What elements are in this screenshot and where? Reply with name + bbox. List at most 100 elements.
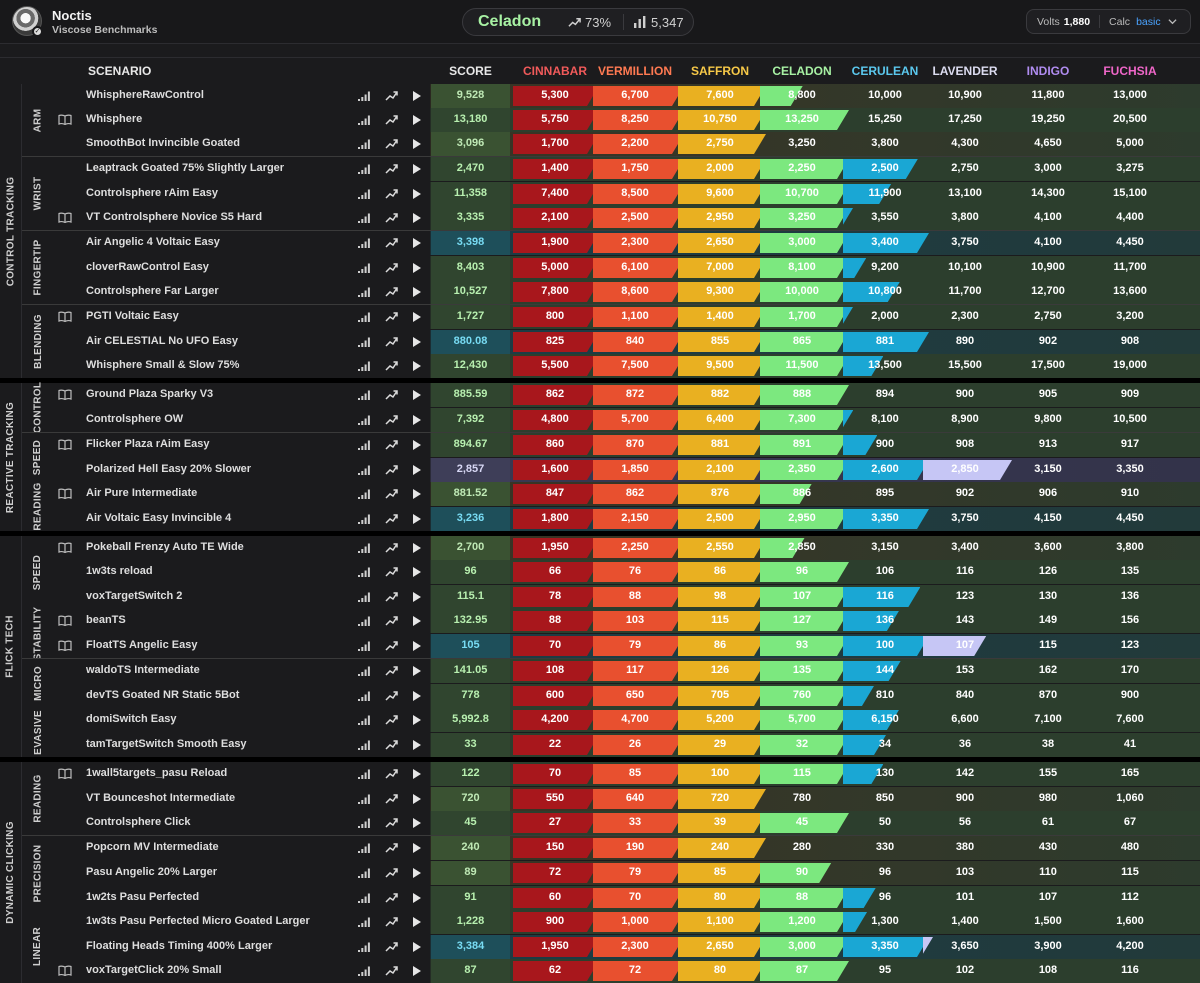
stats-bars-icon[interactable]: [358, 312, 370, 322]
play-icon[interactable]: [412, 817, 422, 829]
stats-bars-icon[interactable]: [358, 715, 370, 725]
stats-bars-icon[interactable]: [358, 691, 370, 701]
stats-bars-icon[interactable]: [358, 263, 370, 273]
history-trend-icon[interactable]: [385, 360, 398, 372]
scenario-name[interactable]: Controlsphere Click: [86, 816, 191, 828]
history-trend-icon[interactable]: [385, 892, 398, 904]
stats-bars-icon[interactable]: [358, 415, 370, 425]
stats-bars-icon[interactable]: [358, 91, 370, 101]
play-icon[interactable]: [412, 867, 422, 879]
play-icon[interactable]: [412, 212, 422, 224]
scenario-name[interactable]: Air CELESTIAL No UFO Easy: [86, 335, 238, 347]
stats-bars-icon[interactable]: [358, 868, 370, 878]
history-trend-icon[interactable]: [385, 513, 398, 525]
scenario-name[interactable]: Leaptrack Goated 75% Slightly Larger: [86, 162, 285, 174]
stats-bars-icon[interactable]: [358, 514, 370, 524]
scenario-name[interactable]: voxTargetClick 20% Small: [86, 964, 222, 976]
history-trend-icon[interactable]: [385, 965, 398, 977]
history-trend-icon[interactable]: [385, 793, 398, 805]
play-icon[interactable]: [412, 965, 422, 977]
play-icon[interactable]: [412, 237, 422, 249]
stats-bars-icon[interactable]: [358, 337, 370, 347]
scenario-name[interactable]: 1wall5targets_pasu Reload: [86, 767, 228, 779]
play-icon[interactable]: [412, 336, 422, 348]
history-trend-icon[interactable]: [385, 542, 398, 554]
scenario-name[interactable]: Pasu Angelic 20% Larger: [86, 866, 218, 878]
scenario-name[interactable]: Floating Heads Timing 400% Larger: [86, 940, 273, 952]
play-icon[interactable]: [412, 188, 422, 200]
play-icon[interactable]: [412, 360, 422, 372]
scenario-name[interactable]: 1w2ts Pasu Perfected: [86, 891, 200, 903]
guide-book-icon[interactable]: [58, 114, 72, 125]
play-icon[interactable]: [412, 114, 422, 126]
stats-bars-icon[interactable]: [358, 818, 370, 828]
play-icon[interactable]: [412, 262, 422, 274]
play-icon[interactable]: [412, 916, 422, 928]
history-trend-icon[interactable]: [385, 591, 398, 603]
chevron-down-icon[interactable]: [1168, 17, 1177, 26]
guide-book-icon[interactable]: [58, 640, 72, 651]
scenario-name[interactable]: beanTS: [86, 614, 126, 626]
play-icon[interactable]: [412, 768, 422, 780]
stats-bars-icon[interactable]: [358, 238, 370, 248]
scenario-name[interactable]: VT Bounceshot Intermediate: [86, 792, 236, 804]
scenario-name[interactable]: voxTargetSwitch 2: [86, 590, 183, 602]
guide-book-icon[interactable]: [58, 965, 72, 976]
scenario-name[interactable]: devTS Goated NR Static 5Bot: [86, 689, 240, 701]
stats-bars-icon[interactable]: [358, 361, 370, 371]
play-icon[interactable]: [412, 591, 422, 603]
scenario-name[interactable]: SmoothBot Invincible Goated: [86, 137, 241, 149]
history-trend-icon[interactable]: [385, 714, 398, 726]
stats-bars-icon[interactable]: [358, 543, 370, 553]
scenario-name[interactable]: PGTI Voltaic Easy: [86, 310, 179, 322]
guide-book-icon[interactable]: [58, 311, 72, 322]
stats-bars-icon[interactable]: [358, 893, 370, 903]
play-icon[interactable]: [412, 739, 422, 751]
guide-book-icon[interactable]: [58, 615, 72, 626]
stats-bars-icon[interactable]: [358, 115, 370, 125]
play-icon[interactable]: [412, 389, 422, 401]
scenario-name[interactable]: Flicker Plaza rAim Easy: [86, 438, 210, 450]
history-trend-icon[interactable]: [385, 690, 398, 702]
score-column-header[interactable]: SCORE: [449, 64, 492, 78]
history-trend-icon[interactable]: [385, 768, 398, 780]
play-icon[interactable]: [412, 513, 422, 525]
history-trend-icon[interactable]: [385, 389, 398, 401]
play-icon[interactable]: [412, 311, 422, 323]
scenario-name[interactable]: WhisphereRawControl: [86, 89, 204, 101]
play-icon[interactable]: [412, 714, 422, 726]
scenario-name[interactable]: Air Pure Intermediate: [86, 487, 198, 499]
stats-bars-icon[interactable]: [358, 966, 370, 976]
scenario-name[interactable]: FloatTS Angelic Easy: [86, 639, 198, 651]
stats-bars-icon[interactable]: [358, 287, 370, 297]
play-icon[interactable]: [412, 941, 422, 953]
scenario-name[interactable]: tamTargetSwitch Smooth Easy: [86, 738, 247, 750]
history-trend-icon[interactable]: [385, 414, 398, 426]
guide-book-icon[interactable]: [58, 542, 72, 553]
play-icon[interactable]: [412, 163, 422, 175]
play-icon[interactable]: [412, 439, 422, 451]
scenario-name[interactable]: 1w3ts reload: [86, 565, 153, 577]
stats-bars-icon[interactable]: [358, 740, 370, 750]
history-trend-icon[interactable]: [385, 138, 398, 150]
play-icon[interactable]: [412, 90, 422, 102]
history-trend-icon[interactable]: [385, 842, 398, 854]
play-icon[interactable]: [412, 566, 422, 578]
stats-bars-icon[interactable]: [358, 189, 370, 199]
scenario-name[interactable]: Controlsphere Far Larger: [86, 285, 219, 297]
scenario-name[interactable]: Controlsphere OW: [86, 413, 184, 425]
stats-bars-icon[interactable]: [358, 489, 370, 499]
play-icon[interactable]: [412, 690, 422, 702]
history-trend-icon[interactable]: [385, 163, 398, 175]
guide-book-icon[interactable]: [58, 488, 72, 499]
play-icon[interactable]: [412, 286, 422, 298]
history-trend-icon[interactable]: [385, 566, 398, 578]
stats-bars-icon[interactable]: [358, 666, 370, 676]
play-icon[interactable]: [412, 640, 422, 652]
scenario-column-header[interactable]: SCENARIO: [88, 64, 152, 78]
play-icon[interactable]: [412, 892, 422, 904]
history-trend-icon[interactable]: [385, 114, 398, 126]
stats-bars-icon[interactable]: [358, 139, 370, 149]
scenario-name[interactable]: Air Angelic 4 Voltaic Easy: [86, 236, 220, 248]
guide-book-icon[interactable]: [58, 212, 72, 223]
